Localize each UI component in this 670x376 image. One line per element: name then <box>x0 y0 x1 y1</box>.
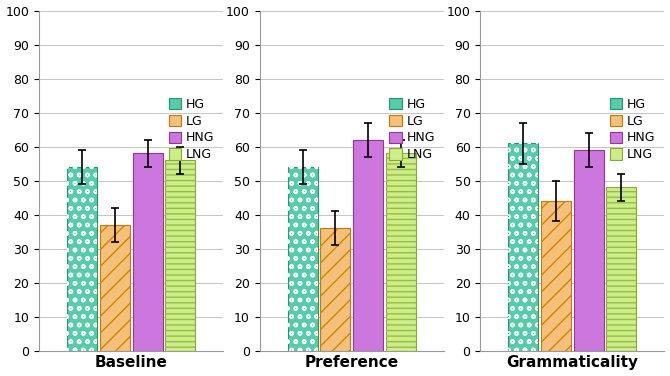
Bar <box>165 160 195 350</box>
Bar <box>386 153 415 350</box>
Bar <box>100 225 130 350</box>
Bar <box>541 201 571 350</box>
Bar <box>133 153 163 350</box>
Bar <box>320 228 350 350</box>
Bar <box>67 167 97 350</box>
Legend: HG, LG, HNG, LNG: HG, LG, HNG, LNG <box>607 96 658 164</box>
Bar <box>288 167 318 350</box>
Bar <box>67 167 97 350</box>
Bar <box>509 143 539 350</box>
Legend: HG, LG, HNG, LNG: HG, LG, HNG, LNG <box>166 96 217 164</box>
Bar <box>574 150 604 350</box>
Bar <box>606 187 636 350</box>
Bar <box>320 228 350 350</box>
Bar <box>509 143 539 350</box>
Bar <box>386 153 415 350</box>
Bar <box>353 140 383 350</box>
Bar <box>606 187 636 350</box>
Bar <box>288 167 318 350</box>
Legend: HG, LG, HNG, LNG: HG, LG, HNG, LNG <box>387 96 438 164</box>
Bar <box>541 201 571 350</box>
Bar <box>165 160 195 350</box>
Bar <box>100 225 130 350</box>
